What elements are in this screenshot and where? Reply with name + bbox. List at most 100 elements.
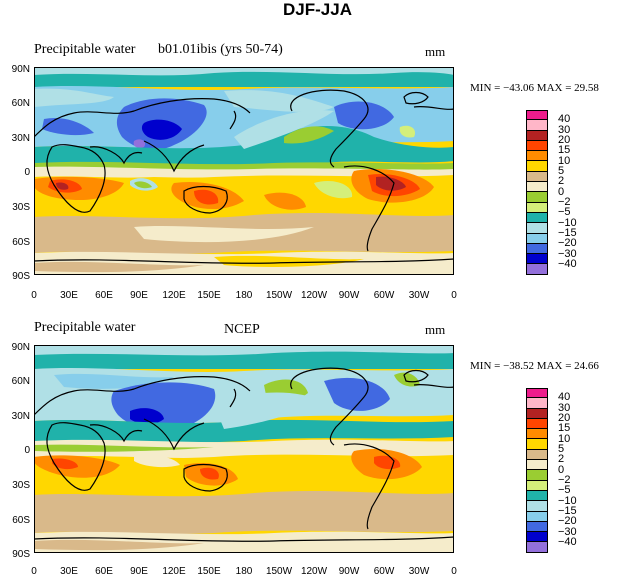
panel2-legend-label: −10 <box>558 495 577 507</box>
panel1-title-left: Precipitable water <box>34 42 136 57</box>
panel2-legend-label: −20 <box>558 515 577 527</box>
panel1-lat-label: 30N <box>11 133 30 144</box>
panel2-legend-label: −40 <box>558 536 577 548</box>
panel2-min-max: MIN = −38.52 MAX = 24.66 <box>470 360 599 372</box>
panel1-legend-label: 20 <box>558 134 571 146</box>
panel2-legend-swatch <box>526 480 548 491</box>
panel2-lon-label: 150E <box>197 566 221 577</box>
panel1-legend-bar <box>526 110 548 275</box>
panel2-legend-label: −15 <box>558 505 577 517</box>
panel1-lon-label: 60E <box>95 290 113 301</box>
panel1-legend-swatch <box>526 140 548 152</box>
panel2-legend-swatch <box>526 532 548 543</box>
panel1-legend-label: −10 <box>558 217 577 229</box>
panel1-legend-label: −30 <box>558 248 577 260</box>
panel1-map <box>34 67 454 275</box>
panel1-min-max: MIN = −43.06 MAX = 29.58 <box>470 82 599 94</box>
panel2-lat-label: 90N <box>11 342 30 353</box>
panel1-title-center: b01.01ibis (yrs 50-74) <box>158 42 283 57</box>
panel2-lon-label: 150W <box>265 566 293 577</box>
panel2-lat-label: 90S <box>12 549 30 560</box>
panel1-legend-swatch <box>526 161 548 172</box>
figure-title: DJF-JJA <box>283 0 352 19</box>
panel2-lat-label: 30S <box>12 480 30 491</box>
panel1-legend-label: 2 <box>558 175 565 187</box>
panel2-legend-swatch <box>526 470 548 481</box>
panel1-lon-label: 0 <box>31 290 37 301</box>
panel1-lat-label: 30S <box>12 202 30 213</box>
panel2-lat-label: 0 <box>24 445 30 456</box>
panel1-lat-label: 60S <box>12 237 30 248</box>
panel1-legend-swatch <box>526 264 548 275</box>
panel1-legend-swatch <box>526 182 548 193</box>
panel2-legend-label: 30 <box>558 402 571 414</box>
panel1-lon-label: 30W <box>408 290 430 301</box>
panel1-legend-swatch <box>526 171 548 183</box>
panel2-legend-swatch <box>526 429 548 440</box>
panel2-legend-label: 10 <box>558 433 571 445</box>
panel1-legend-label: 15 <box>558 144 571 156</box>
panel1-lon-label: 150E <box>197 290 221 301</box>
panel1-lat-label: 90N <box>11 64 30 75</box>
panel2-legend-label: −5 <box>558 484 571 496</box>
panel1-legend-label: 10 <box>558 155 571 167</box>
panel1-map-svg <box>34 67 454 275</box>
panel1-legend-swatch <box>526 151 548 162</box>
panel1-legend-swatch <box>526 110 548 121</box>
panel1-legend-swatch <box>526 120 548 131</box>
panel1-lon-label: 150W <box>265 290 293 301</box>
panel2-map <box>34 345 454 553</box>
panel2-lon-label: 0 <box>451 566 457 577</box>
panel1-lon-label: 120E <box>162 290 186 301</box>
panel2-legend-label: 20 <box>558 412 571 424</box>
panel2-lat-label: 30N <box>11 411 30 422</box>
panel1-legend-swatch <box>526 254 548 265</box>
panel2-legend-label: −2 <box>558 474 571 486</box>
panel1-legend-label: −20 <box>558 237 577 249</box>
panel2-lat-label: 60S <box>12 515 30 526</box>
panel2-legend-label: 0 <box>558 464 565 476</box>
panel2-legend-swatch <box>526 460 548 471</box>
panel1-lon-label: 30E <box>60 290 78 301</box>
panel2-legend-swatch <box>526 542 548 553</box>
panel1-lat-label: 0 <box>24 167 30 178</box>
panel2-legend-swatch <box>526 501 548 512</box>
panel2-legend-label: 5 <box>558 443 565 455</box>
panel1-lon-label: 90E <box>130 290 148 301</box>
panel2-title-center: NCEP <box>224 322 260 337</box>
panel2-lon-label: 120W <box>300 566 328 577</box>
panel2-legend-swatch <box>526 521 548 533</box>
panel1-legend-swatch <box>526 212 548 224</box>
panel2-legend-bar <box>526 388 548 553</box>
panel1-lon-label: 120W <box>300 290 328 301</box>
panel1-legend-label: −5 <box>558 206 571 218</box>
panel1-legend-swatch <box>526 243 548 255</box>
panel2-lon-label: 120E <box>162 566 186 577</box>
panel1-legend-swatch <box>526 192 548 203</box>
panel1-legend-label: −40 <box>558 258 577 270</box>
panel1-lat-label: 60N <box>11 98 30 109</box>
panel1-legend-label: 30 <box>558 124 571 136</box>
panel2-lon-label: 90W <box>338 566 360 577</box>
panel2-lon-label: 180 <box>235 566 253 577</box>
panel2-lon-label: 0 <box>31 566 37 577</box>
panel2-legend-label: 2 <box>558 453 565 465</box>
panel2-legend-swatch <box>526 388 548 399</box>
panel1-legend-label: 40 <box>558 113 571 125</box>
panel2-legend-label: −30 <box>558 526 577 538</box>
panel2-lon-label: 30E <box>60 566 78 577</box>
panel1-legend-swatch <box>526 202 548 213</box>
panel1-legend-label: −2 <box>558 196 571 208</box>
panel2-lon-label: 60E <box>95 566 113 577</box>
panel1-legend-swatch <box>526 223 548 234</box>
panel1-legend-swatch <box>526 233 548 244</box>
panel1-units: mm <box>425 44 446 59</box>
panel2-map-svg <box>34 345 454 553</box>
panel2-lat-label: 60N <box>11 376 30 387</box>
panel2-title-left: Precipitable water <box>34 320 136 335</box>
panel1-legend-label: 0 <box>558 186 565 198</box>
panel1-legend-label: 5 <box>558 165 565 177</box>
panel2-legend-swatch <box>526 418 548 430</box>
panel2-legend-swatch <box>526 398 548 409</box>
panel2-legend-swatch <box>526 511 548 522</box>
